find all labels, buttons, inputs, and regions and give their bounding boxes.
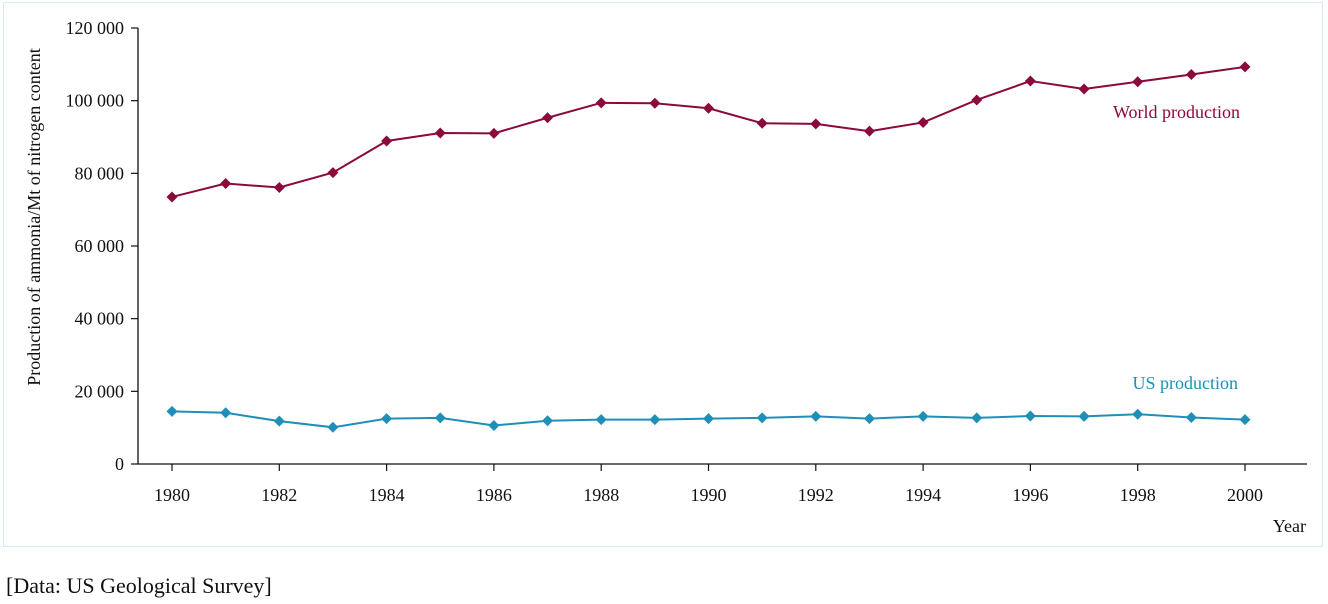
data-point-us <box>1078 410 1090 422</box>
data-point-world <box>1024 75 1036 87</box>
data-point-world <box>703 102 714 114</box>
data-point-us <box>434 412 446 424</box>
data-point-us <box>1132 408 1144 420</box>
data-point-world <box>917 116 929 128</box>
data-point-world <box>1132 76 1144 88</box>
data-point-us <box>488 419 500 431</box>
y-tick-label: 120 000 <box>66 18 125 38</box>
source-caption: [Data: US Geological Survey] <box>6 573 272 598</box>
data-point-world <box>434 127 446 139</box>
x-axis-label: Year <box>1273 516 1306 536</box>
line-chart: 0 20 000 40 000 60 000 80 000 100 000 120 000 1… <box>24 18 1307 536</box>
data-point-world <box>220 178 232 190</box>
y-tick-label: 40 000 <box>75 309 125 329</box>
chart-frame: 0 20 000 40 000 60 000 80 000 100 000 120 000 1… <box>3 2 1323 547</box>
y-tick-label: 20 000 <box>75 381 125 401</box>
ticks: 0 20 000 40 000 60 000 80 000 100 000 120 000 1… <box>66 18 1264 505</box>
data-point-world <box>273 182 285 194</box>
data-point-us <box>1185 411 1197 423</box>
y-tick-label: 80 000 <box>75 163 125 183</box>
data-point-world <box>166 191 178 203</box>
data-point-world <box>863 125 875 137</box>
series-group <box>166 61 1251 433</box>
y-tick-label: 100 000 <box>66 91 125 111</box>
data-point-world <box>595 97 607 109</box>
data-point-us <box>327 421 339 433</box>
y-axis-label: Production of ammonia/Mt of nitrogen con… <box>24 48 44 385</box>
data-point-us <box>1239 414 1251 426</box>
series-label-us: US production <box>1133 373 1239 393</box>
x-tick-label: 1998 <box>1120 485 1156 505</box>
x-tick-label: 1986 <box>476 485 512 505</box>
data-point-us <box>703 413 714 425</box>
data-point-world <box>1185 69 1197 81</box>
series-label-world: World production <box>1113 102 1240 122</box>
data-point-world <box>810 118 822 130</box>
x-tick-label: 2000 <box>1227 485 1263 505</box>
data-point-world <box>1239 61 1251 73</box>
x-tick-label: 1996 <box>1012 485 1048 505</box>
x-tick-label: 1990 <box>691 485 727 505</box>
data-point-us <box>381 413 393 425</box>
axes <box>137 28 1307 465</box>
x-tick-label: 1980 <box>154 485 190 505</box>
x-tick-label: 1982 <box>261 485 297 505</box>
data-point-world <box>756 117 768 129</box>
data-point-world <box>488 127 500 139</box>
data-point-us <box>1024 410 1036 422</box>
data-point-world <box>381 135 393 147</box>
data-point-us <box>220 407 232 419</box>
data-point-world <box>1078 83 1090 95</box>
data-point-us <box>917 410 929 422</box>
data-point-us <box>863 413 875 425</box>
data-point-world <box>649 97 661 109</box>
data-point-us <box>810 410 822 422</box>
data-point-us <box>649 414 661 426</box>
x-tick-label: 1984 <box>369 485 405 505</box>
data-point-us <box>542 415 554 427</box>
x-tick-label: 1988 <box>583 485 619 505</box>
y-tick-label: 0 <box>115 454 124 474</box>
x-tick-label: 1992 <box>798 485 834 505</box>
y-tick-label: 60 000 <box>75 236 125 256</box>
data-point-world <box>971 94 983 106</box>
data-point-us <box>971 412 983 424</box>
data-point-us <box>273 415 285 427</box>
data-point-world <box>327 167 339 179</box>
data-point-us <box>166 405 178 417</box>
data-point-us <box>756 412 768 424</box>
x-tick-label: 1994 <box>905 485 941 505</box>
data-point-world <box>542 112 554 124</box>
data-point-us <box>595 414 607 426</box>
